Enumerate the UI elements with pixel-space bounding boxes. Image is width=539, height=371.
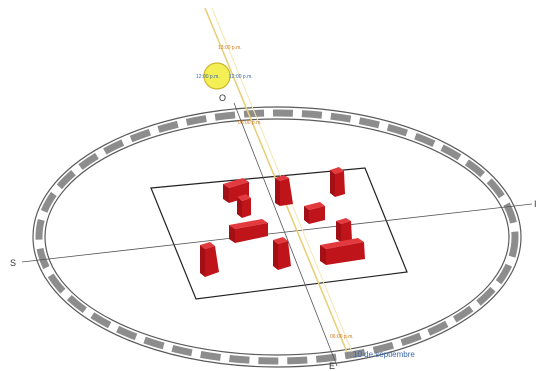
building-block [229, 219, 268, 243]
south-label: E [329, 361, 335, 371]
compass-ring-outer [32, 106, 522, 368]
east-west-axis [21, 203, 533, 263]
sun-icon [203, 62, 231, 90]
compass-ring-band [35, 109, 519, 365]
north-south-axis [233, 102, 338, 367]
sun-time-right: 12:00 p.m. [229, 74, 253, 80]
west-label: S [10, 258, 16, 268]
compass-ring [32, 106, 522, 368]
sun-time-top: 13:00 p.m. [218, 45, 242, 51]
building-block [336, 218, 352, 242]
date-label: 10 de septiembre [353, 350, 415, 359]
sun-time-lower-mark: 06:00 p.m. [330, 334, 354, 340]
building-block [275, 175, 293, 206]
sun-time-left: 12:00 p.m. [196, 74, 220, 80]
compass-ring-inner [44, 118, 510, 356]
building-block [330, 167, 345, 197]
building-block [320, 238, 365, 265]
east-label: I [534, 199, 537, 209]
building-block [273, 237, 291, 270]
building-block [200, 242, 219, 277]
building-block [237, 194, 251, 218]
building-block [304, 202, 325, 224]
sun-time-upper-mark: 08:00 p.m. [238, 120, 262, 126]
compass-axes [21, 102, 533, 367]
north-label: O [219, 93, 226, 103]
sun-time-labels: 13:00 p.m. 12:00 p.m. 12:00 p.m. 08:00 p… [196, 45, 354, 340]
buildings [200, 167, 365, 277]
direction-labels: O E I S [10, 93, 537, 371]
